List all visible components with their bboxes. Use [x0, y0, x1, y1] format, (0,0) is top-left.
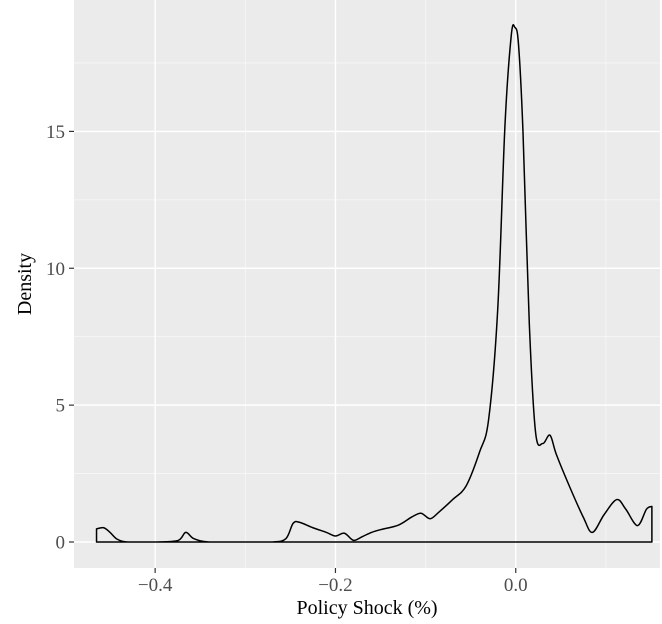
panel-background	[74, 0, 660, 568]
x-tick-label: −0.4	[138, 575, 173, 596]
y-tick-label: 15	[46, 122, 65, 143]
x-tick-label: −0.2	[318, 575, 352, 596]
y-axis: 0 5 10 15	[46, 122, 74, 553]
y-tick-label: 10	[46, 259, 65, 280]
x-axis-title: Policy Shock (%)	[296, 597, 437, 619]
x-axis: −0.4 −0.2 0.0	[138, 568, 528, 596]
y-tick-label: 0	[56, 532, 66, 553]
density-layer	[95, 24, 653, 543]
y-tick-label: 5	[56, 396, 66, 417]
y-axis-title: Density	[14, 253, 36, 315]
x-tick-label: 0.0	[504, 575, 528, 596]
density-curve	[95, 24, 653, 543]
minor-gridlines	[74, 0, 660, 568]
